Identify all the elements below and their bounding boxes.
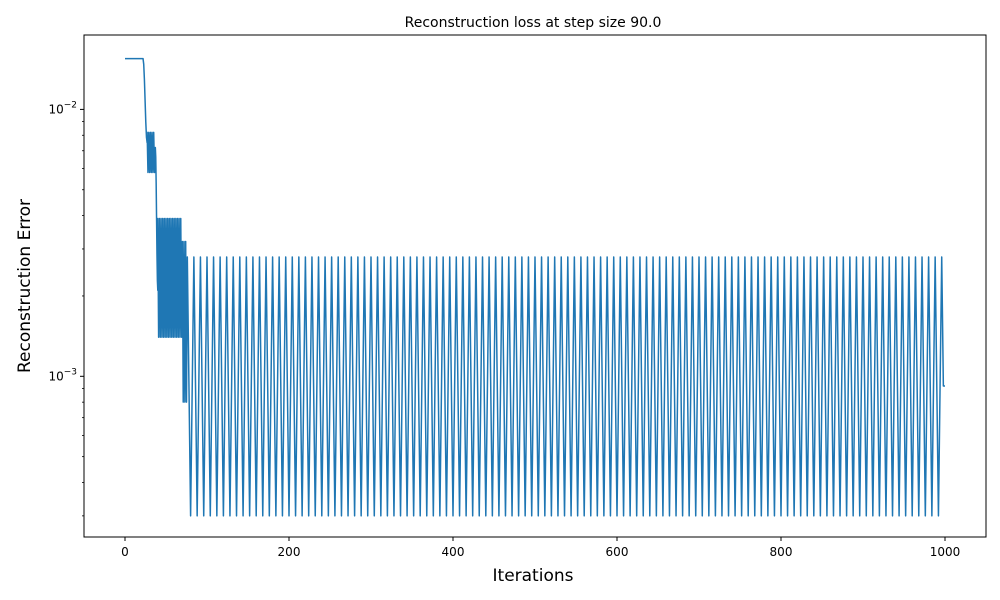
x-tick-label: 0 — [121, 545, 129, 559]
plot-area — [125, 57, 945, 517]
x-axis-label: Iterations — [493, 566, 574, 586]
x-tick-label: 1000 — [930, 545, 961, 559]
y-axis-label: Reconstruction Error — [15, 199, 35, 373]
series-line — [125, 57, 945, 517]
x-tick-label: 200 — [278, 545, 301, 559]
chart-title: Reconstruction loss at step size 90.0 — [405, 15, 662, 31]
y-axis-ticks: 10−3 10−2 — [48, 100, 84, 517]
x-axis-ticks: 0 200 400 600 800 1000 — [121, 537, 960, 559]
x-tick-label: 800 — [770, 545, 793, 559]
y-tick-label: 10−3 — [48, 367, 77, 383]
axes-frame — [83, 34, 987, 538]
x-tick-label: 600 — [606, 545, 629, 559]
y-tick-label: 10−2 — [48, 100, 77, 116]
x-tick-label: 400 — [442, 545, 465, 559]
